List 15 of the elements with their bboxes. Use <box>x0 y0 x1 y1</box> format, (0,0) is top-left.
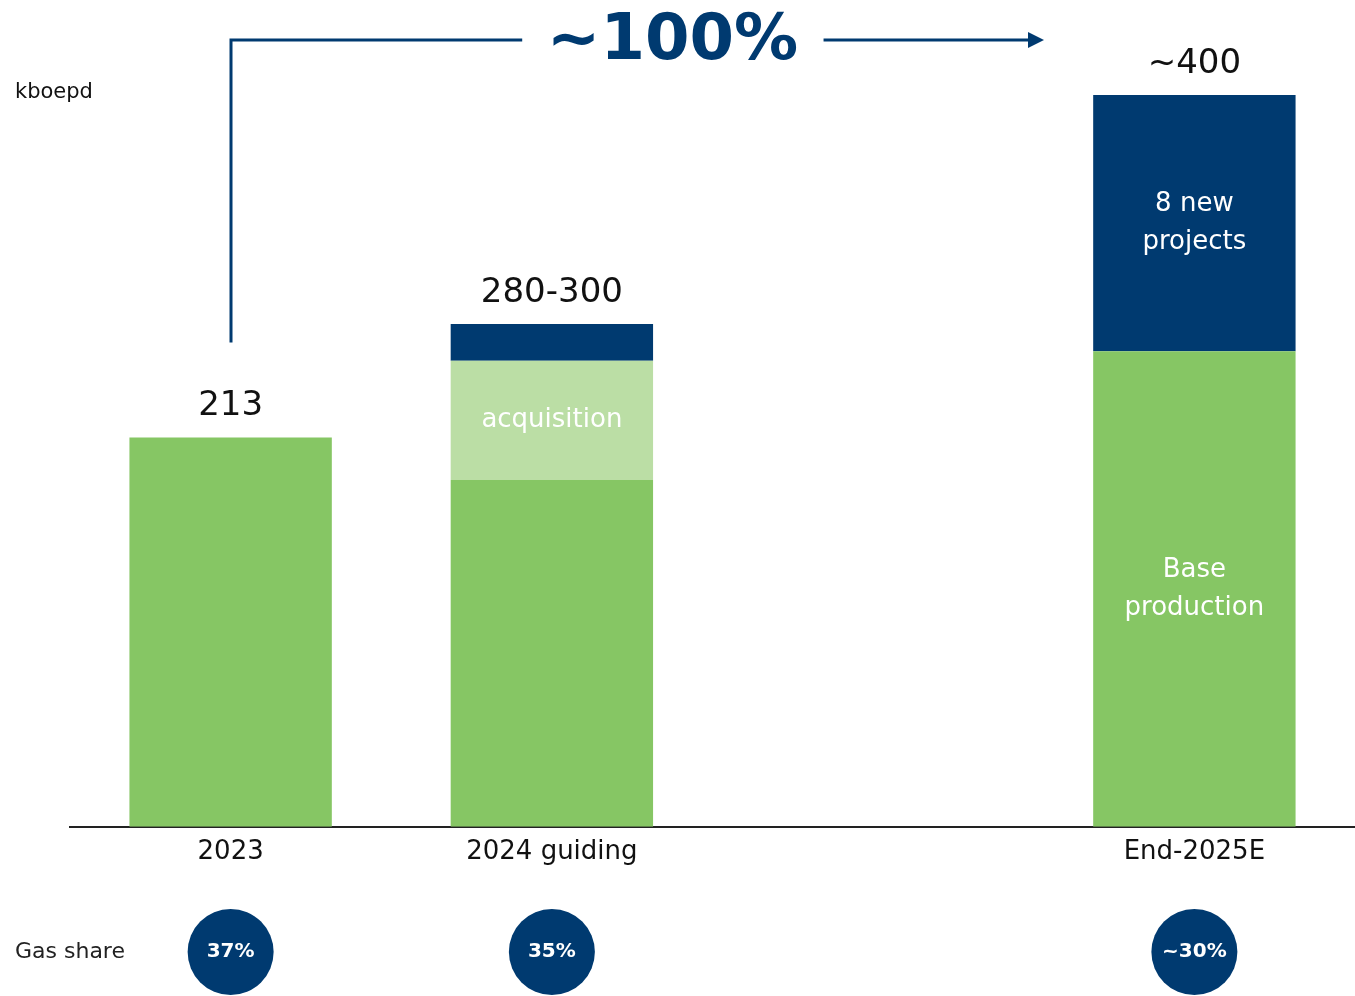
annotation: ~400 <box>1147 40 1242 81</box>
y-axis-title: kboepd <box>15 79 93 104</box>
x-tick-label: 2024 guiding <box>466 835 638 866</box>
text: 37% <box>206 938 255 963</box>
annotation: 280-300 <box>480 269 623 310</box>
series-label: Base production <box>1124 552 1265 621</box>
text: ~100% <box>546 0 799 74</box>
series-label: acquisition <box>481 403 623 434</box>
text: 35% <box>527 938 576 963</box>
text: Gas share <box>15 937 125 963</box>
x-tick-label: End-2025E <box>1123 835 1266 866</box>
text: ~30% <box>1162 938 1227 963</box>
annotation: 213 <box>198 383 264 424</box>
x-tick-label: 2023 <box>197 835 264 866</box>
series-label: 8 new projects <box>1142 186 1247 255</box>
